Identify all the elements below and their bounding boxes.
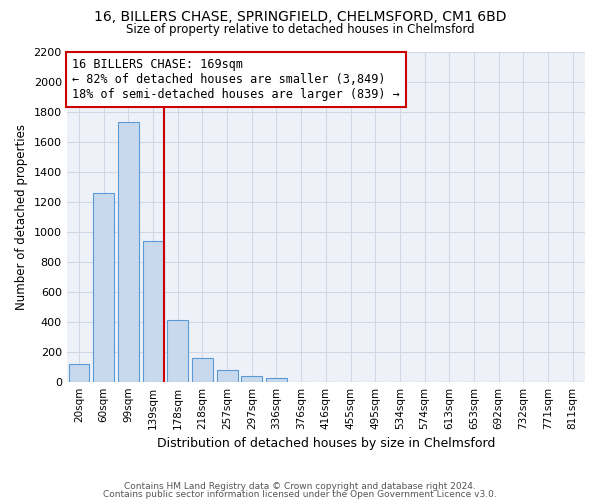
Text: Size of property relative to detached houses in Chelmsford: Size of property relative to detached ho… (125, 22, 475, 36)
X-axis label: Distribution of detached houses by size in Chelmsford: Distribution of detached houses by size … (157, 437, 495, 450)
Text: 16, BILLERS CHASE, SPRINGFIELD, CHELMSFORD, CM1 6BD: 16, BILLERS CHASE, SPRINGFIELD, CHELMSFO… (94, 10, 506, 24)
Bar (266, 378, 287, 382)
Bar (217, 370, 238, 382)
Bar (241, 376, 262, 382)
Text: 16 BILLERS CHASE: 169sqm
← 82% of detached houses are smaller (3,849)
18% of sem: 16 BILLERS CHASE: 169sqm ← 82% of detach… (72, 58, 400, 101)
Bar (192, 358, 213, 382)
Bar (118, 122, 139, 382)
Bar (68, 364, 89, 382)
Text: Contains public sector information licensed under the Open Government Licence v3: Contains public sector information licen… (103, 490, 497, 499)
Text: Contains HM Land Registry data © Crown copyright and database right 2024.: Contains HM Land Registry data © Crown c… (124, 482, 476, 491)
Bar (93, 192, 114, 382)
Bar (143, 240, 164, 382)
Bar (167, 320, 188, 382)
Y-axis label: Number of detached properties: Number of detached properties (15, 124, 28, 310)
